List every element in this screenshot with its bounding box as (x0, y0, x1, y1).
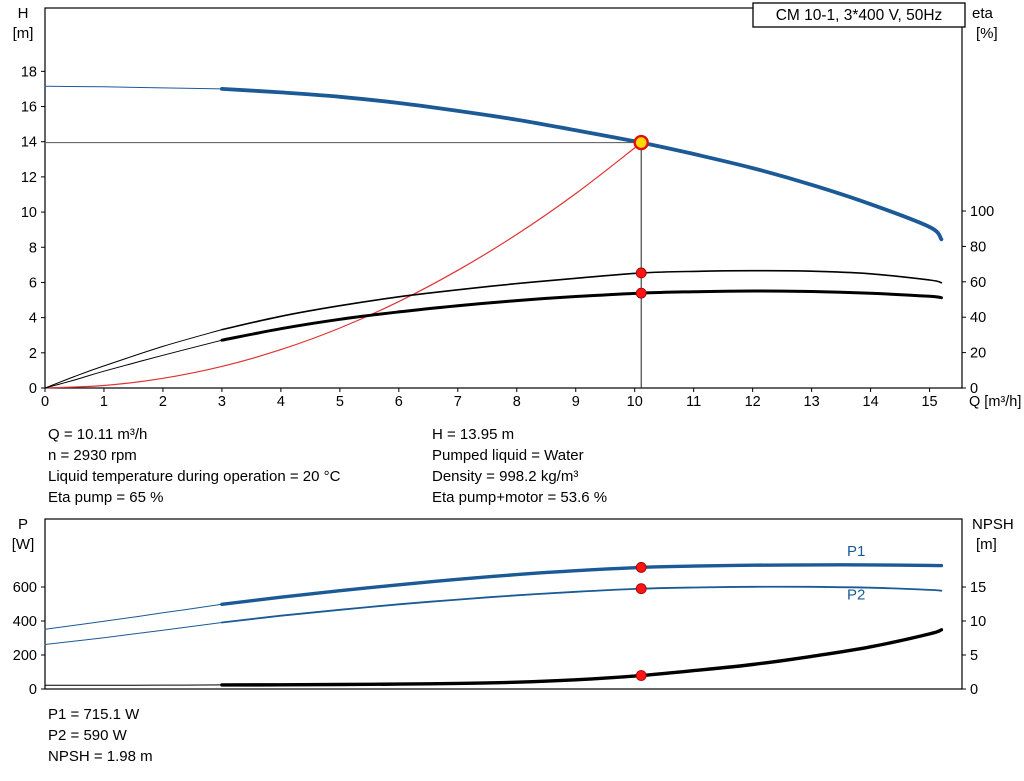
x-tick-label: 4 (277, 394, 285, 410)
system-curve (44, 141, 643, 389)
y-left-axis-label: [W] (12, 536, 35, 553)
power-npsh-chart: 0 200 400 600 0 5 10 15 P [W] NPSH [m] P1 P2 (12, 516, 1014, 698)
p1-curve-lead (44, 603, 223, 630)
y-left-tick-label: 600 (13, 580, 37, 596)
speed-value: n = 2930 rpm (48, 447, 137, 464)
y-right-tick-label: 0 (970, 381, 978, 397)
y-left-axis-label: P (18, 516, 28, 533)
x-tick-label: 3 (218, 394, 226, 410)
x-tick-label: 13 (804, 394, 820, 410)
result-panel: P1 = 715.1 W P2 = 590 W NPSH = 1.98 m (48, 704, 153, 767)
y-right-axis-label: NPSH (972, 516, 1014, 533)
y-left-tick-label: 16 (21, 100, 37, 116)
y-left-tick-label: 6 (29, 275, 37, 291)
duty-info-right: H = 13.95 m Pumped liquid = Water Densit… (432, 424, 607, 508)
x-tick-label: 6 (395, 394, 403, 410)
density-value: Density = 998.2 kg/m³ (432, 468, 579, 485)
y-left-tick-label: 200 (13, 648, 37, 664)
y-right-tick-label: 20 (970, 346, 986, 362)
p2-curve-lead (44, 622, 223, 645)
operating-value-dot (635, 670, 647, 681)
x-tick-label: 10 (627, 394, 643, 410)
duty-info-left: Q = 10.11 m³/h n = 2930 rpm Liquid tempe… (48, 424, 340, 508)
x-tick-label: 9 (572, 394, 580, 410)
y-right-axis-label: eta (972, 5, 994, 22)
x-tick-label: 12 (745, 394, 761, 410)
flow-value: Q = 10.11 m³/h (48, 426, 148, 443)
x-axis-title: Q [m³/h] (969, 394, 1021, 410)
head-value: H = 13.95 m (432, 426, 515, 443)
operating-value-dot (635, 267, 647, 279)
y-left-axis-label: H (18, 5, 29, 22)
y-right-tick-label: 5 (970, 648, 978, 664)
p2-value: P2 = 590 W (48, 727, 127, 744)
x-tick-label: 8 (513, 394, 521, 410)
y-left-tick-label: 0 (29, 381, 37, 397)
x-tick-label: 15 (921, 394, 937, 410)
y-left-tick-label: 0 (29, 682, 37, 698)
npsh-value: NPSH = 1.98 m (48, 748, 153, 765)
y-left-axis-label: [m] (13, 25, 34, 42)
liquid-temperature-value: Liquid temperature during operation = 20… (48, 468, 341, 485)
y-left-tick-label: 14 (21, 135, 37, 151)
x-tick-label: 7 (454, 394, 462, 410)
pump-curve (220, 87, 944, 242)
x-tick-label: 5 (336, 394, 344, 410)
npsh-curve (220, 628, 944, 687)
y-right-axis-label: [m] (976, 536, 997, 553)
x-tick-label: 11 (686, 394, 701, 410)
series-label-p2: P2 (847, 586, 865, 603)
x-tick-label: 2 (159, 394, 167, 410)
pumped-liquid-value: Pumped liquid = Water (432, 447, 584, 464)
operating-value-dot (635, 583, 647, 595)
title-box (752, 2, 966, 28)
y-left-tick-label: 10 (21, 205, 37, 221)
y-left-tick-label: 8 (29, 240, 37, 256)
y-right-tick-label: 80 (970, 239, 986, 255)
y-left-tick-label: 4 (29, 311, 37, 327)
x-tick-label: 14 (863, 394, 879, 410)
y-right-tick-label: 10 (970, 614, 986, 630)
axis-frame (44, 7, 963, 389)
y-right-tick-label: 0 (970, 682, 978, 698)
x-tick-label: 0 (41, 394, 49, 410)
eta-pump-lead (44, 329, 223, 389)
axis-frame (44, 518, 963, 690)
eta-pump-motor-curve (220, 289, 943, 342)
p1-value: P1 = 715.1 W (48, 706, 140, 723)
y-right-tick-label: 100 (970, 204, 994, 220)
eta-pump-value: Eta pump = 65 % (48, 489, 164, 506)
y-right-axis-label: [%] (976, 25, 998, 42)
operating-value-dot (635, 287, 647, 299)
p1-curve (220, 563, 944, 606)
head-efficiency-chart: 0 1 2 3 4 5 6 7 8 9 10 11 12 13 14 15 Q [m³/h]0246810121… (13, 2, 1021, 410)
operating-value-dot (635, 562, 647, 573)
eta-pump-motor-value: Eta pump+motor = 53.6 % (432, 489, 608, 506)
y-left-tick-label: 400 (13, 614, 37, 630)
eta-pump-motor-lead (44, 339, 223, 389)
y-left-tick-label: 2 (29, 346, 37, 362)
y-right-tick-label: 60 (970, 275, 986, 291)
y-right-tick-label: 15 (970, 580, 986, 596)
pump-curve-lead (44, 85, 223, 90)
duty-point-marker[interactable] (633, 134, 649, 151)
p2-curve (221, 585, 943, 624)
series-label-p1: P1 (847, 543, 865, 560)
chart-title: CM 10-1, 3*400 V, 50Hz (776, 7, 943, 24)
eta-pump-curve (221, 269, 943, 331)
y-left-tick-label: 18 (21, 64, 37, 80)
y-right-tick-label: 40 (970, 310, 986, 326)
x-tick-label: 1 (100, 394, 108, 410)
y-left-tick-label: 12 (21, 170, 37, 186)
